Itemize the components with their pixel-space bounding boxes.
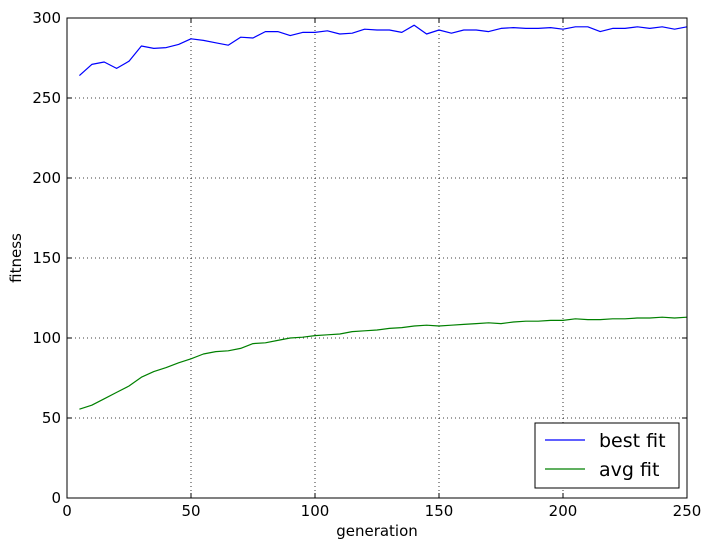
- x-axis-label: generation: [336, 522, 418, 540]
- y-tick-label: 300: [32, 9, 61, 27]
- x-tick-label: 250: [673, 502, 702, 520]
- x-tick-label: 200: [549, 502, 578, 520]
- axis-ticks: 0 50 100 150 200 250 0 50 100 150 200 250 300: [32, 9, 701, 520]
- x-tick-label: 0: [62, 502, 72, 520]
- x-tick-label: 50: [181, 502, 200, 520]
- legend-label-best-fit: best fit: [599, 430, 666, 452]
- series-lines: [78, 24, 688, 410]
- x-tick-label: 150: [425, 502, 454, 520]
- y-tick-label: 100: [32, 329, 61, 347]
- y-tick-label: 150: [32, 249, 61, 267]
- y-tick-label: 250: [32, 89, 61, 107]
- series-line-best-fit: [78, 24, 688, 77]
- y-axis-label: fitness: [7, 233, 25, 283]
- series-line-avg-fit: [79, 316, 688, 410]
- legend-label-avg-fit: avg fit: [599, 459, 659, 481]
- legend: best fit avg fit: [534, 422, 680, 489]
- y-tick-label: 0: [51, 489, 61, 507]
- y-tick-label: 200: [32, 169, 61, 187]
- grid-lines: [67, 18, 687, 498]
- x-tick-label: 100: [301, 502, 330, 520]
- legend-box: [534, 422, 680, 489]
- y-tick-label: 50: [42, 409, 61, 427]
